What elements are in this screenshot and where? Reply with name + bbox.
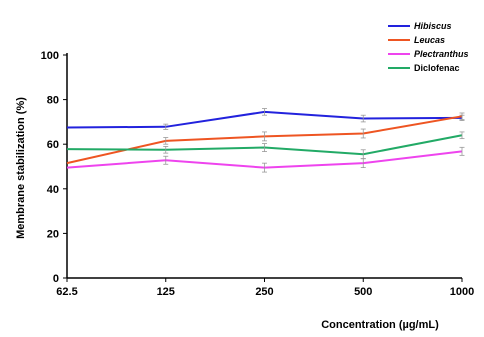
- data-point: [262, 143, 267, 152]
- x-tick-label: 125: [157, 286, 175, 298]
- data-point: [459, 131, 465, 140]
- y-tick-label: 60: [47, 139, 59, 151]
- data-point: [360, 114, 366, 123]
- legend-item-plectranthus: Plectranthus: [388, 49, 469, 59]
- legend-label: Leucas: [414, 35, 445, 45]
- data-point: [360, 128, 366, 139]
- data-point: [262, 131, 267, 142]
- x-axis: 62.5 125 250 500 1000: [56, 277, 474, 298]
- data-point: [459, 146, 465, 156]
- data-point: [360, 149, 366, 160]
- y-tick-label: 20: [47, 228, 59, 240]
- x-axis-title: Concentration (µg/mL): [321, 319, 439, 331]
- data-point: [163, 146, 169, 154]
- data-point: [459, 112, 465, 121]
- data-point: [163, 155, 169, 165]
- series-diclofenac: [66, 131, 465, 160]
- legend-label: Diclofenac: [414, 63, 460, 73]
- data-point: [163, 123, 169, 130]
- legend-label: Plectranthus: [414, 49, 469, 59]
- legend-label: Hibiscus: [414, 21, 452, 31]
- legend-item-hibiscus: Hibiscus: [388, 21, 452, 31]
- data-point: [163, 137, 169, 145]
- y-axis: 0 20 40 60 80 100: [41, 50, 68, 285]
- legend-item-leucas: Leucas: [388, 35, 445, 45]
- y-tick-label: 0: [53, 273, 59, 285]
- y-tick-label: 80: [47, 95, 59, 107]
- y-axis-title: Membrane stabilization (%): [15, 97, 27, 239]
- data-point: [262, 108, 267, 116]
- data-point: [262, 162, 267, 173]
- series-plectranthus: [66, 146, 465, 173]
- series-leucas: [66, 112, 465, 165]
- legend: Hibiscus Leucas Plectranthus Diclofenac: [388, 21, 469, 73]
- x-tick-label: 250: [255, 286, 273, 298]
- x-tick-label: 500: [354, 286, 372, 298]
- x-tick-label: 1000: [450, 286, 474, 298]
- legend-item-diclofenac: Diclofenac: [388, 63, 460, 73]
- x-tick-label: 62.5: [56, 286, 77, 298]
- y-tick-label: 100: [41, 50, 59, 62]
- series-layer: [66, 108, 465, 173]
- y-tick-label: 40: [47, 184, 59, 196]
